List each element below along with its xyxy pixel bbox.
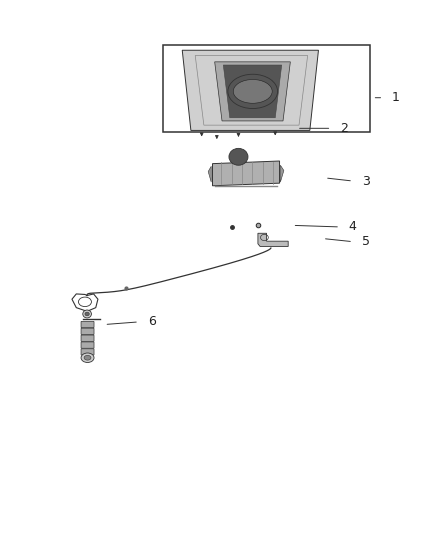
Text: 2: 2 bbox=[340, 122, 348, 135]
Ellipse shape bbox=[229, 148, 248, 165]
Bar bbox=[163, 45, 371, 132]
Polygon shape bbox=[215, 62, 290, 121]
Ellipse shape bbox=[83, 310, 92, 318]
Ellipse shape bbox=[81, 353, 94, 362]
FancyBboxPatch shape bbox=[81, 328, 94, 335]
FancyBboxPatch shape bbox=[81, 335, 94, 342]
Ellipse shape bbox=[85, 312, 89, 316]
Text: 3: 3 bbox=[362, 174, 370, 188]
FancyBboxPatch shape bbox=[81, 342, 94, 348]
FancyBboxPatch shape bbox=[81, 349, 94, 355]
FancyBboxPatch shape bbox=[81, 321, 94, 328]
Polygon shape bbox=[280, 165, 284, 182]
Ellipse shape bbox=[233, 79, 272, 103]
Text: 1: 1 bbox=[392, 91, 400, 104]
Text: 4: 4 bbox=[349, 221, 357, 233]
Text: 5: 5 bbox=[362, 235, 370, 248]
Polygon shape bbox=[208, 166, 211, 182]
Polygon shape bbox=[212, 161, 279, 186]
Ellipse shape bbox=[84, 356, 91, 360]
Polygon shape bbox=[182, 50, 318, 131]
Text: 6: 6 bbox=[148, 316, 155, 328]
Polygon shape bbox=[258, 233, 288, 246]
Polygon shape bbox=[223, 65, 282, 118]
